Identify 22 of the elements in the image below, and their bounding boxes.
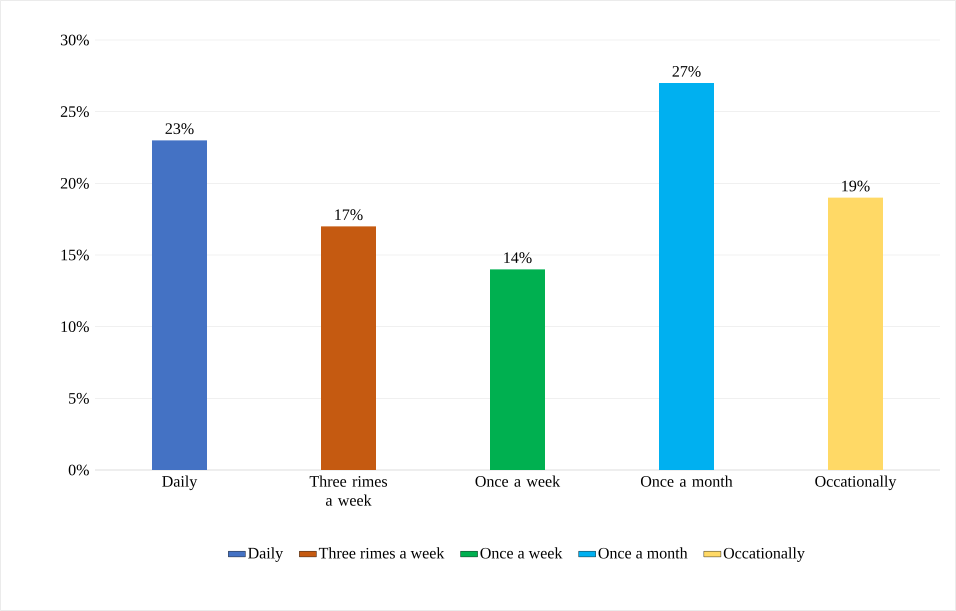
x-tick-label: Once a week	[476, 476, 560, 487]
data-label: 23%	[166, 123, 194, 134]
x-tick-label: Occationally	[815, 476, 896, 490]
x-tick-label: Once a month	[640, 476, 733, 487]
y-tick-label: 10%	[62, 321, 89, 332]
legend-label: Once a month	[598, 547, 688, 559]
x-tick-label: Daily	[162, 476, 198, 490]
y-tick-label: 15%	[62, 250, 89, 260]
y-tick-label: 30%	[60, 34, 89, 46]
legend-label: Occationally	[724, 547, 805, 562]
legend-label: Once a week	[480, 547, 562, 559]
data-label: 17%	[335, 209, 363, 220]
data-label: 14%	[504, 252, 532, 264]
y-tick-label: 20%	[60, 178, 89, 189]
data-label: 27%	[672, 66, 701, 77]
legend-label: Three rimes a week	[318, 547, 444, 559]
x-tick-label: Three rimes a week	[310, 476, 388, 506]
data-label: 19%	[842, 180, 870, 192]
y-tick-label: 25%	[60, 106, 89, 118]
y-tick-label: 0%	[68, 464, 89, 476]
y-tick-label: 5%	[69, 392, 89, 404]
legend-label: Daily	[248, 547, 284, 562]
